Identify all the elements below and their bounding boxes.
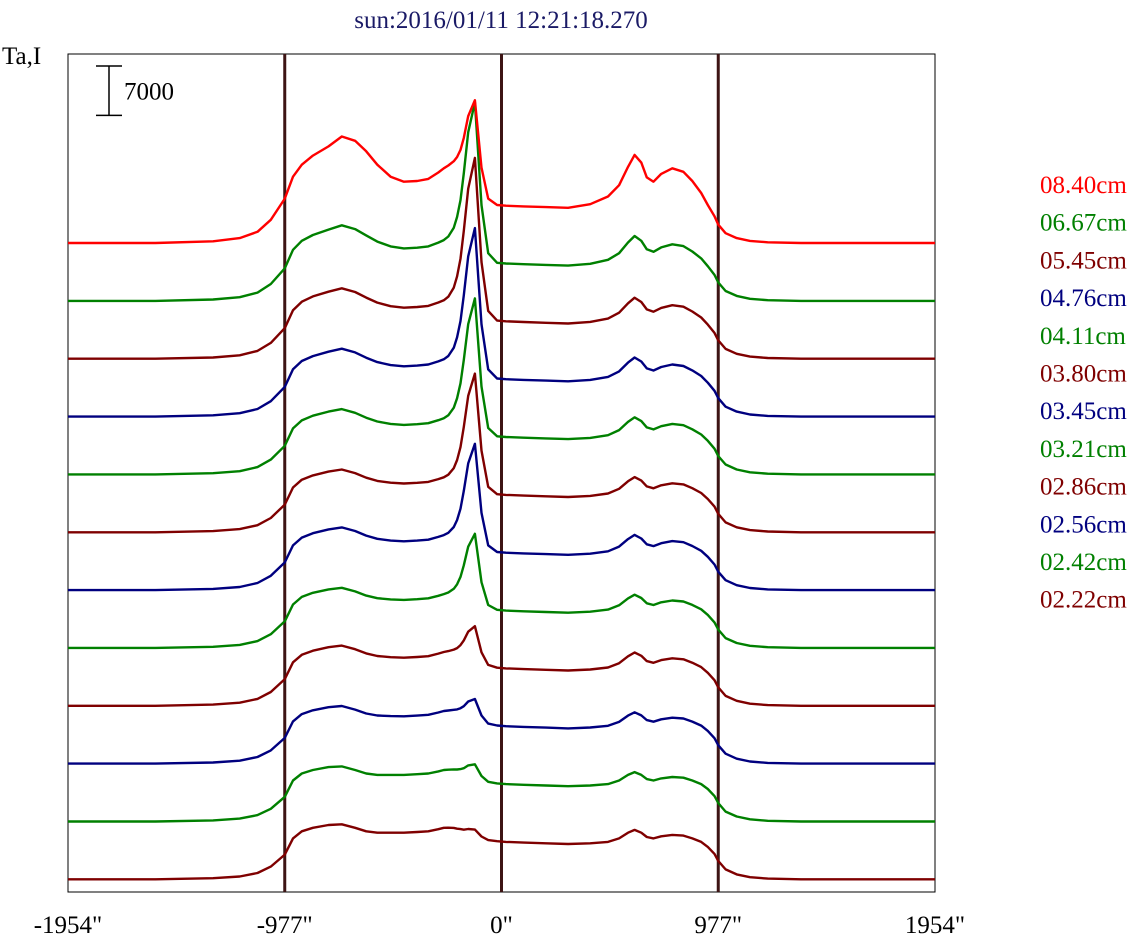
legend-entry: 02.22cm: [1040, 587, 1127, 614]
series-line: [68, 297, 935, 476]
legend: 08.40cm 06.67cm 05.45cm 04.76cm 04.11cm 03.80…: [1040, 172, 1127, 614]
y-axis-label: Ta,I: [2, 43, 41, 70]
legend-entry: 06.67cm: [1040, 210, 1127, 237]
x-tick-label: 977": [694, 912, 742, 939]
series-line: [68, 532, 935, 650]
series-line: [68, 101, 935, 303]
legend-entry: 05.45cm: [1040, 247, 1127, 274]
legend-entry: 03.21cm: [1040, 436, 1127, 463]
x-tick-label: -977": [257, 912, 313, 939]
series-line: [68, 99, 935, 245]
chart-title: sun:2016/01/11 12:21:18.270: [354, 7, 648, 34]
series-line: [68, 763, 935, 823]
series-line: [68, 823, 935, 881]
legend-entry: 03.80cm: [1040, 361, 1127, 388]
legend-entry: 04.11cm: [1040, 323, 1126, 350]
legend-entry: 08.40cm: [1040, 172, 1127, 199]
series-line: [68, 442, 935, 592]
series-line: [68, 625, 935, 707]
x-tick-label: 1954": [905, 912, 965, 939]
vertical-reference-lines: [283, 54, 720, 892]
series-line: [68, 697, 935, 765]
legend-entry: 03.45cm: [1040, 398, 1127, 425]
scale-bar: 7000: [96, 65, 174, 117]
scale-bar-label: 7000: [124, 79, 174, 106]
series-layer: [68, 99, 935, 881]
legend-entry: 02.42cm: [1040, 549, 1127, 576]
legend-entry: 04.76cm: [1040, 285, 1127, 312]
x-tick-label: 0": [490, 912, 513, 939]
legend-entry: 02.86cm: [1040, 474, 1127, 501]
x-tick-label: -1954": [34, 912, 103, 939]
series-line: [68, 156, 935, 360]
x-tick-labels: -1954" -977" 0" 977" 1954": [34, 912, 965, 939]
series-line: [68, 372, 935, 534]
series-line: [68, 226, 935, 418]
legend-entry: 02.56cm: [1040, 511, 1127, 538]
